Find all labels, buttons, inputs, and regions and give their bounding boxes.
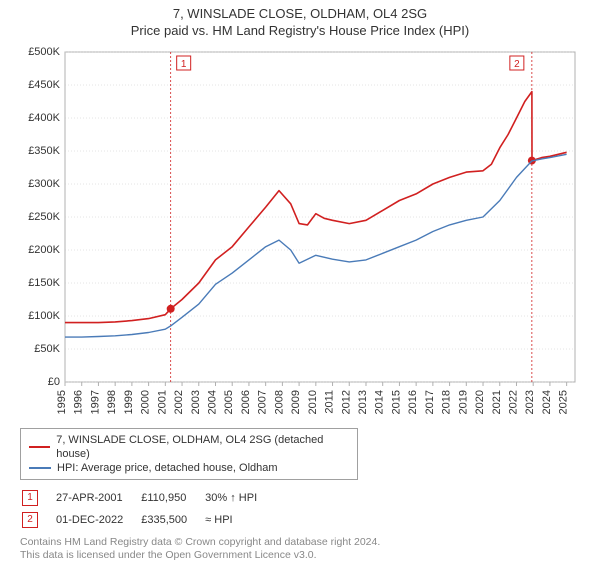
svg-text:2015: 2015 xyxy=(390,390,402,414)
sales-table: 1 27-APR-2001 £110,950 30% ↑ HPI 2 01-DE… xyxy=(20,486,275,532)
legend-label-2: HPI: Average price, detached house, Oldh… xyxy=(57,461,278,475)
svg-text:2012: 2012 xyxy=(340,390,352,414)
marker-badge-2: 2 xyxy=(22,512,38,528)
legend-item-1: 7, WINSLADE CLOSE, OLDHAM, OL4 2SG (deta… xyxy=(29,433,349,461)
svg-text:2025: 2025 xyxy=(558,390,570,414)
table-row: 2 01-DEC-2022 £335,500 ≈ HPI xyxy=(22,510,273,530)
line-chart: £0 £50K £100K £150K £200K £250K £300K £350K £400… xyxy=(15,42,585,422)
svg-text:1: 1 xyxy=(181,59,187,70)
svg-text:£100K: £100K xyxy=(28,310,60,322)
license-line-2: This data is licensed under the Open Gov… xyxy=(20,549,580,562)
chart-titles: 7, WINSLADE CLOSE, OLDHAM, OL4 2SG Price… xyxy=(0,0,600,42)
legend-swatch-1 xyxy=(29,446,50,448)
legend-swatch-2 xyxy=(29,467,51,469)
svg-text:2019: 2019 xyxy=(457,390,469,414)
legend-item-2: HPI: Average price, detached house, Oldh… xyxy=(29,461,349,475)
svg-text:2007: 2007 xyxy=(257,390,269,414)
svg-text:2009: 2009 xyxy=(290,390,302,414)
svg-text:2010: 2010 xyxy=(307,390,319,414)
legend-label-1: 7, WINSLADE CLOSE, OLDHAM, OL4 2SG (deta… xyxy=(56,433,349,461)
svg-text:2020: 2020 xyxy=(474,390,486,414)
svg-text:2008: 2008 xyxy=(273,390,285,414)
svg-text:£350K: £350K xyxy=(28,145,60,157)
table-row: 1 27-APR-2001 £110,950 30% ↑ HPI xyxy=(22,488,273,508)
svg-text:2016: 2016 xyxy=(407,390,419,414)
svg-text:£250K: £250K xyxy=(28,211,60,223)
svg-text:1998: 1998 xyxy=(106,390,118,414)
svg-text:1996: 1996 xyxy=(73,390,85,414)
svg-text:2014: 2014 xyxy=(374,390,386,414)
chart-footer: 7, WINSLADE CLOSE, OLDHAM, OL4 2SG (deta… xyxy=(20,428,580,562)
svg-text:£500K: £500K xyxy=(28,46,60,58)
svg-text:2003: 2003 xyxy=(190,390,202,414)
marker-badge-1: 1 xyxy=(22,490,38,506)
sale-price: £110,950 xyxy=(141,488,203,508)
svg-text:2022: 2022 xyxy=(507,390,519,414)
license-line-1: Contains HM Land Registry data © Crown c… xyxy=(20,536,580,549)
svg-text:2001: 2001 xyxy=(156,390,168,414)
root: 7, WINSLADE CLOSE, OLDHAM, OL4 2SG Price… xyxy=(0,0,600,562)
chart-area: £0 £50K £100K £150K £200K £250K £300K £350K £400… xyxy=(15,42,585,422)
svg-text:1995: 1995 xyxy=(56,390,68,414)
legend: 7, WINSLADE CLOSE, OLDHAM, OL4 2SG (deta… xyxy=(20,428,358,480)
svg-text:2024: 2024 xyxy=(541,390,553,414)
svg-text:£400K: £400K xyxy=(28,112,60,124)
sale-price: £335,500 xyxy=(141,510,203,530)
sale-delta: ≈ HPI xyxy=(205,510,273,530)
sale-delta: 30% ↑ HPI xyxy=(205,488,273,508)
svg-text:2002: 2002 xyxy=(173,390,185,414)
svg-text:2004: 2004 xyxy=(206,390,218,414)
svg-text:2011: 2011 xyxy=(324,390,336,414)
sale-date: 01-DEC-2022 xyxy=(56,510,139,530)
chart-subtitle: Price paid vs. HM Land Registry's House … xyxy=(0,23,600,38)
svg-text:2021: 2021 xyxy=(491,390,503,414)
license-text: Contains HM Land Registry data © Crown c… xyxy=(20,536,580,562)
svg-text:2006: 2006 xyxy=(240,390,252,414)
svg-text:£50K: £50K xyxy=(34,343,60,355)
svg-text:1999: 1999 xyxy=(123,390,135,414)
svg-text:1997: 1997 xyxy=(89,390,101,414)
svg-text:2017: 2017 xyxy=(424,390,436,414)
svg-text:2005: 2005 xyxy=(223,390,235,414)
svg-text:2013: 2013 xyxy=(357,390,369,414)
svg-text:2000: 2000 xyxy=(140,390,152,414)
svg-text:£300K: £300K xyxy=(28,178,60,190)
chart-title: 7, WINSLADE CLOSE, OLDHAM, OL4 2SG xyxy=(0,6,600,21)
svg-text:£450K: £450K xyxy=(28,79,60,91)
svg-text:£200K: £200K xyxy=(28,244,60,256)
svg-text:2018: 2018 xyxy=(441,390,453,414)
svg-text:2023: 2023 xyxy=(524,390,536,414)
svg-text:£150K: £150K xyxy=(28,277,60,289)
sale-date: 27-APR-2001 xyxy=(56,488,139,508)
svg-text:2: 2 xyxy=(514,59,520,70)
svg-text:£0: £0 xyxy=(48,376,60,388)
